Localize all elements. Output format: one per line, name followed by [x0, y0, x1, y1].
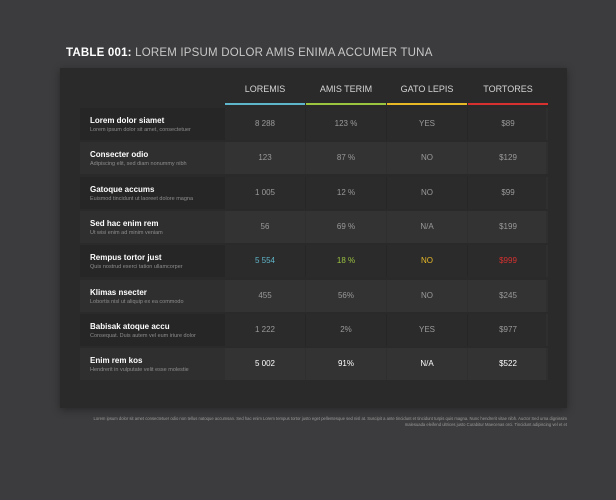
row-title: Rempus tortor just — [90, 253, 162, 263]
table-row[interactable]: Rempus tortor just Quis nostrud exerci ta… — [80, 245, 546, 278]
value-cell: 56% — [337, 290, 354, 300]
column-header-loremis[interactable]: LOREMIS — [244, 84, 286, 94]
value-cell: 5 554 — [254, 256, 276, 266]
title-text: LOREM IPSUM DOLOR AMIS ENIMA ACCUMER TUN… — [135, 47, 433, 59]
value-cell: 8 288 — [254, 119, 276, 128]
title-prefix: TABLE 001: — [66, 47, 132, 59]
footnote: Lorem ipsum dolor sit amet consectetuer … — [93, 416, 567, 427]
row-label-cell: Rempus tortor just Quis nostrud exerci ta… — [80, 245, 225, 277]
value-cell: NO — [421, 290, 433, 300]
row-label-cell: Lorem dolor siamet Lorem ipsum dolor sit … — [80, 108, 225, 140]
row-label-cell: Gatoque accums Euismod tincidunt ut laore… — [80, 177, 225, 209]
column-accent-bar-gato-lepis — [387, 103, 467, 105]
column-accent-bar-loremis — [225, 103, 305, 105]
column-accent-bar-tortores — [468, 103, 548, 105]
value-cell: 87 % — [336, 153, 356, 163]
value-cell: 123 % — [334, 119, 358, 128]
row-title: Babisak atoque accu — [90, 321, 170, 331]
row-subtitle: Euismod tincidunt ut laoreet dolore magn… — [90, 195, 194, 202]
value-cell: $99 — [501, 187, 515, 197]
value-cell: $89 — [501, 119, 515, 128]
table-row[interactable]: Lorem dolor siamet Lorem ipsum dolor sit … — [80, 108, 546, 140]
row-label-cell: Babisak atoque accu Consequat. Duis autem… — [80, 314, 225, 346]
table-row[interactable]: Babisak atoque accu Consequat. Duis autem… — [80, 313, 546, 346]
row-label-cell: Enim rem kos Hendrerit in vulputate velit… — [80, 348, 225, 380]
row-label-cell: Consecter odio Adipiscing elit, sed diam … — [80, 142, 225, 174]
table-card: LOREMIS AMIS TERIM GATO LEPIS TORTORES L… — [60, 68, 567, 408]
row-label-cell: Klimas nsecter Lobortis nisl ut aliquip e… — [80, 280, 225, 312]
value-cell: 18 % — [336, 256, 356, 266]
value-cell: $999 — [499, 256, 517, 266]
row-subtitle: Lorem ipsum dolor sit amet, consectetuer — [90, 127, 191, 133]
row-subtitle: Hendrerit in vulputate velit esse molest… — [90, 367, 189, 374]
value-cell: 1 222 — [254, 324, 276, 334]
row-title: Consecter odio — [90, 150, 149, 160]
row-subtitle: Ut wisi enim ad minim veniam — [90, 229, 163, 236]
row-title: Gatoque accums — [90, 184, 155, 194]
row-title: Enim rem kos — [90, 356, 143, 366]
value-cell: 69 % — [336, 221, 356, 231]
column-header-amis-terim[interactable]: AMIS TERIM — [319, 84, 373, 94]
column-header-tortores[interactable]: TORTORES — [483, 84, 533, 94]
row-title: Lorem dolor siamet — [90, 116, 165, 125]
value-cell: NO — [421, 256, 433, 266]
value-cell: 2% — [340, 324, 352, 334]
value-cell: N/A — [420, 359, 434, 369]
row-subtitle: Lobortis nisl ut aliquip ex ea commodo — [90, 298, 184, 305]
table-row[interactable]: Sed hac enim rem Ut wisi enim ad minim ve… — [80, 210, 546, 243]
value-cell: YES — [418, 119, 435, 128]
table-row[interactable]: Enim rem kos Hendrerit in vulputate velit… — [80, 348, 546, 381]
row-subtitle: Adipiscing elit, sed diam nonummy nibh — [90, 161, 187, 168]
value-cell: $522 — [499, 359, 517, 369]
value-cell: 455 — [258, 290, 272, 300]
value-cell: NO — [421, 153, 433, 163]
value-cell: $245 — [499, 290, 517, 300]
row-subtitle: Consequat. Duis autem vel eum iriure dol… — [90, 332, 196, 339]
value-cell: 5 002 — [254, 359, 276, 369]
value-cell: YES — [418, 324, 435, 334]
value-cell: 56 — [260, 221, 270, 231]
value-cell: 1 005 — [254, 187, 276, 197]
value-cell: 12 % — [336, 187, 356, 197]
column-accent-bar-amis-terim — [306, 103, 386, 105]
table-row[interactable]: Consecter odio Adipiscing elit, sed diam … — [80, 142, 546, 175]
value-cell: $199 — [499, 221, 517, 231]
value-cell: N/A — [420, 221, 434, 231]
row-label-cell: Sed hac enim rem Ut wisi enim ad minim ve… — [80, 211, 225, 243]
value-cell: 123 — [258, 153, 272, 163]
row-title: Klimas nsecter — [90, 287, 147, 297]
page-title: TABLE 001: LOREM IPSUM DOLOR AMIS ENIMA … — [66, 47, 433, 59]
value-cell: NO — [421, 187, 433, 197]
value-cell: $129 — [499, 153, 517, 163]
value-cell: 91% — [337, 359, 354, 369]
value-cell: $977 — [499, 324, 517, 334]
row-subtitle: Quis nostrud exerci tation ullamcorper — [90, 264, 183, 271]
table-row[interactable]: Gatoque accums Euismod tincidunt ut laore… — [80, 176, 546, 209]
row-title: Sed hac enim rem — [90, 218, 159, 228]
table-row[interactable]: Klimas nsecter Lobortis nisl ut aliquip e… — [80, 279, 546, 312]
column-header-gato-lepis[interactable]: GATO LEPIS — [400, 84, 454, 94]
